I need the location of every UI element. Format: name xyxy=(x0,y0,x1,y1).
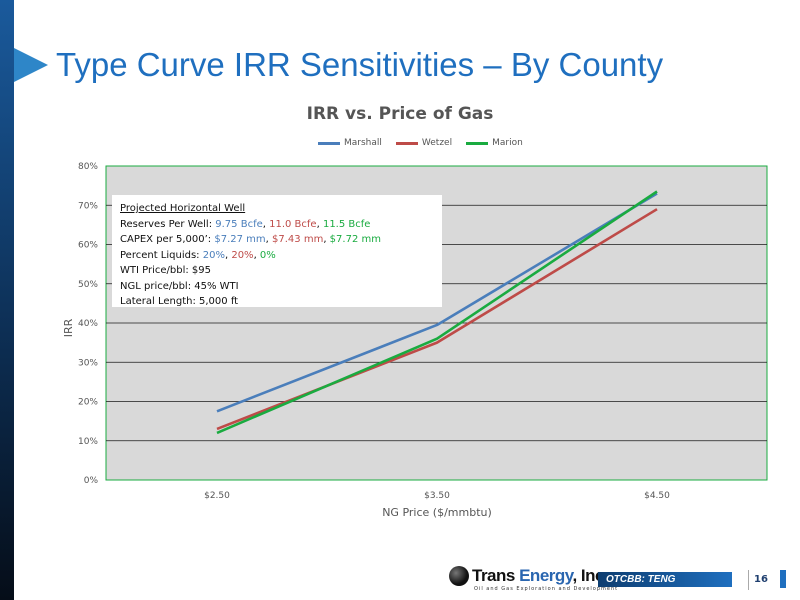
series-line-marshall xyxy=(216,192,658,413)
reserves-marshall: 9.75 Bcfe xyxy=(215,218,263,230)
info-lateral: Lateral Length: 5,000 ft xyxy=(120,296,239,307)
capex-marion: $7.72 mm xyxy=(329,234,381,245)
y-tick-label: 30% xyxy=(78,358,98,368)
y-axis-title: IRR xyxy=(62,318,75,337)
sep: , xyxy=(262,218,270,230)
info-reserves: Reserves Per Well: 9.75 Bcfe, 11.0 Bcfe,… xyxy=(120,217,434,233)
x-axis-title: NG Price ($/mmbtu) xyxy=(382,506,492,519)
x-tick-label: $4.50 xyxy=(644,491,670,501)
company-logo: Trans Energy, Inc. xyxy=(449,566,609,586)
info-capex: CAPEX per 5,000’: $7.27 mm, $7.43 mm, $7… xyxy=(120,232,434,248)
page-number-accent xyxy=(780,570,786,588)
logo-tagline: Oil and Gas Exploration and Development xyxy=(474,586,619,592)
series-line-marion xyxy=(216,190,658,435)
capex-label: CAPEX per 5,000’: xyxy=(120,234,215,245)
logo-name-part1: Trans xyxy=(472,566,520,585)
liquids-label: Percent Liquids: xyxy=(120,249,203,261)
legend-label-marion: Marion xyxy=(492,138,523,148)
page-number: 16 xyxy=(754,574,768,585)
reserves-label: Reserves Per Well: xyxy=(120,218,216,230)
legend-item-wetzel: Wetzel xyxy=(395,138,453,148)
legend-swatch-marshall xyxy=(318,141,340,145)
capex-marshall: $7.27 mm xyxy=(214,234,266,245)
reserves-wetzel: 11.0 Bcfe xyxy=(269,218,317,230)
sep: , xyxy=(265,234,273,245)
info-heading: Projected Horizontal Well xyxy=(120,203,246,214)
legend-label-marshall: Marshall xyxy=(344,138,382,148)
legend-swatch-wetzel xyxy=(395,141,418,145)
capex-wetzel: $7.43 mm xyxy=(272,234,324,245)
sep: , xyxy=(316,218,323,230)
info-wti: WTI Price/bbl: $95 xyxy=(120,265,211,276)
chart-title: IRR vs. Price of Gas xyxy=(306,104,494,124)
legend-swatch-marion xyxy=(466,141,489,145)
ticker-banner: OTCBB: TENG xyxy=(598,572,732,587)
y-tick-label: 40% xyxy=(78,319,98,329)
y-tick-label: 20% xyxy=(78,398,98,408)
title-arrow-icon xyxy=(14,48,48,82)
page-number-divider xyxy=(748,570,749,590)
liquids-wetzel: 20% xyxy=(231,249,254,261)
logo-globe-icon xyxy=(449,566,469,586)
well-assumptions-box: Projected Horizontal Well Reserves Per W… xyxy=(112,195,442,307)
liquids-marshall: 20% xyxy=(202,249,225,261)
legend-label-wetzel: Wetzel xyxy=(421,138,453,148)
x-tick-label: $3.50 xyxy=(424,491,450,501)
y-tick-label: 80% xyxy=(78,162,98,172)
logo-name-part2: Energy xyxy=(519,566,573,585)
legend-item-marion: Marion xyxy=(466,138,523,148)
chart-legend: Marshall Wetzel Marion xyxy=(318,138,523,148)
info-liquids: Percent Liquids: 20%, 20%, 0% xyxy=(120,248,434,264)
series-lines xyxy=(216,190,658,435)
x-tick-label: $2.50 xyxy=(204,491,230,501)
y-tick-label: 50% xyxy=(78,280,98,290)
info-ngl: NGL price/bbl: 45% WTI xyxy=(120,280,239,292)
sidebar-accent-bar xyxy=(0,0,14,600)
logo-text: Trans Energy, Inc. xyxy=(472,566,609,586)
x-axis-ticks: $2.50 $3.50 $4.50 xyxy=(204,491,670,501)
liquids-marion: 0% xyxy=(259,249,276,261)
y-tick-label: 70% xyxy=(78,201,98,211)
reserves-marion: 11.5 Bcfe xyxy=(322,218,371,230)
y-tick-label: 0% xyxy=(84,476,99,486)
sep: , xyxy=(323,234,330,245)
sep: , xyxy=(224,249,232,261)
y-tick-label: 60% xyxy=(78,241,98,251)
y-axis-ticks: 0% 10% 20% 30% 40% 50% 60% 70% 80% xyxy=(78,162,98,486)
y-tick-label: 10% xyxy=(78,437,98,447)
legend-item-marshall: Marshall xyxy=(318,138,382,148)
sep: , xyxy=(253,249,260,261)
page-title: Type Curve IRR Sensitivities – By County xyxy=(56,46,664,83)
